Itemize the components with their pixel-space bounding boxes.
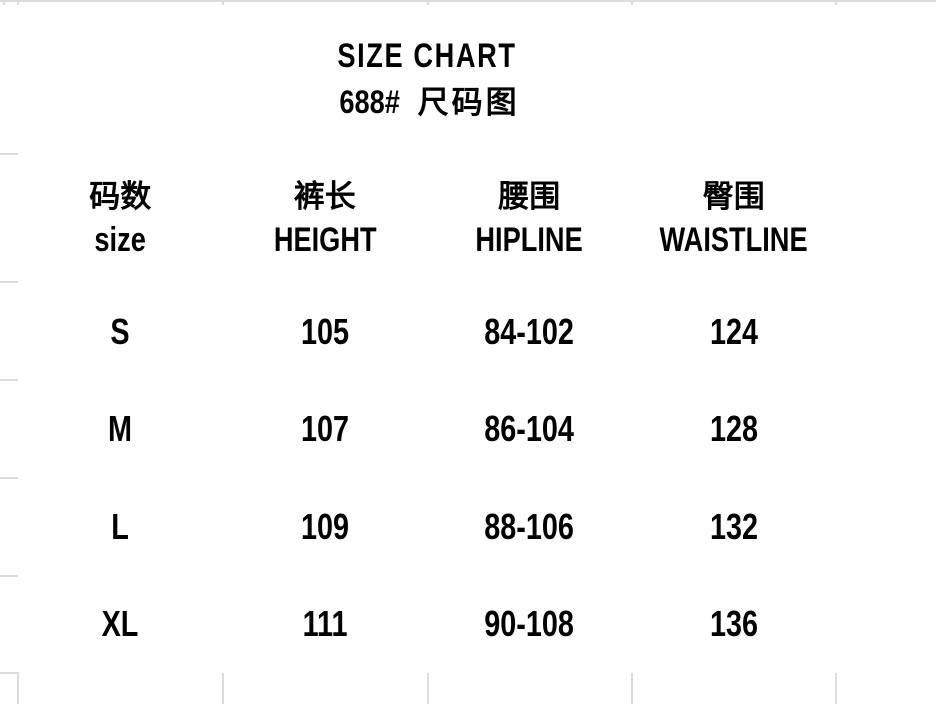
gridline-bottom-col	[222, 673, 224, 704]
gridline-left-stub	[0, 575, 18, 577]
page-title-text: SIZE CHART	[337, 37, 517, 75]
gridline-top	[0, 0, 936, 2]
col-header-en-height: HEIGHT	[223, 220, 428, 260]
gridline-bottom-col	[631, 673, 633, 704]
row-s-size-value: S	[110, 310, 130, 352]
row-s-height: 105	[223, 283, 428, 381]
row-l-height: 109	[223, 478, 428, 576]
col-header-en-size: size	[18, 220, 223, 260]
row-m-size-value: M	[108, 408, 133, 450]
row-s-waistline-value: 124	[709, 310, 758, 352]
col-header-cn-height: 裤长	[293, 178, 356, 214]
size-table: 码数 裤长 腰围 臀围 size HEIGHT HIPLINE WAISTLIN…	[18, 172, 836, 673]
gridline-left-stub	[0, 477, 18, 479]
row-l-size: L	[18, 478, 223, 576]
gridline-top-tick	[222, 0, 224, 5]
row-m-height: 107	[223, 381, 428, 479]
row-m-hipline: 86-104	[427, 381, 632, 479]
col-header-en-height-label: HEIGHT	[273, 221, 377, 259]
gridline-bottom-corner-v	[17, 672, 19, 704]
row-xl-hipline: 90-108	[427, 576, 632, 674]
row-s-waistline: 124	[632, 283, 837, 381]
gridline-left-stub	[0, 153, 18, 155]
row-l-waistline: 132	[632, 478, 837, 576]
row-xl-hipline-value: 90-108	[484, 603, 575, 645]
gridline-bottom-corner-h	[0, 672, 19, 674]
row-m-size: M	[18, 381, 223, 479]
style-code: 688#	[339, 84, 401, 120]
gridline-top-tick	[3, 0, 5, 5]
row-l-hipline: 88-106	[427, 478, 632, 576]
gridline-bottom-col	[427, 673, 429, 704]
col-header-cn-hipline: 腰围	[498, 178, 561, 214]
page-title: SIZE CHART	[0, 37, 854, 75]
col-header-en-waistline-label: WAISTLINE	[659, 221, 808, 259]
row-m-waistline: 128	[632, 381, 837, 479]
gridline-left-stub	[0, 281, 18, 283]
gridline-left-stub	[0, 379, 18, 381]
row-xl-height-value: 111	[302, 603, 348, 645]
gridline-top-tick	[427, 0, 429, 5]
row-xl-waistline-value: 136	[709, 603, 758, 645]
header-body-gap	[18, 260, 836, 283]
col-header-en-waistline: WAISTLINE	[632, 220, 837, 260]
gridline-bottom-col	[835, 673, 837, 704]
row-m-height-value: 107	[300, 408, 349, 450]
col-header-en-hipline: HIPLINE	[427, 220, 632, 260]
row-xl-size: XL	[18, 576, 223, 674]
row-xl-waistline: 136	[632, 576, 837, 674]
subtitle-chinese: 尺码图	[417, 85, 520, 120]
row-l-height-value: 109	[300, 505, 349, 547]
row-xl-height: 111	[223, 576, 428, 674]
row-m-waistline-value: 128	[709, 408, 758, 450]
row-l-hipline-value: 88-106	[484, 505, 575, 547]
col-header-cn-waistline: 臀围	[702, 178, 765, 214]
page-subtitle: 688# 尺码图	[0, 84, 854, 121]
row-s-hipline-value: 84-102	[484, 310, 575, 352]
row-s-height-value: 105	[300, 310, 349, 352]
gridline-top-tick	[17, 0, 19, 5]
row-m-hipline-value: 86-104	[484, 408, 575, 450]
row-l-size-value: L	[111, 505, 130, 547]
row-s-size: S	[18, 283, 223, 381]
col-header-cn-size: 码数	[89, 178, 152, 214]
row-l-waistline-value: 132	[709, 505, 758, 547]
gridline-top-tick	[835, 0, 837, 5]
row-s-hipline: 84-102	[427, 283, 632, 381]
col-header-en-hipline-label: HIPLINE	[475, 221, 583, 259]
col-header-en-size-label: size	[94, 221, 146, 259]
row-xl-size-value: XL	[101, 603, 139, 645]
gridline-top-tick	[631, 0, 633, 5]
